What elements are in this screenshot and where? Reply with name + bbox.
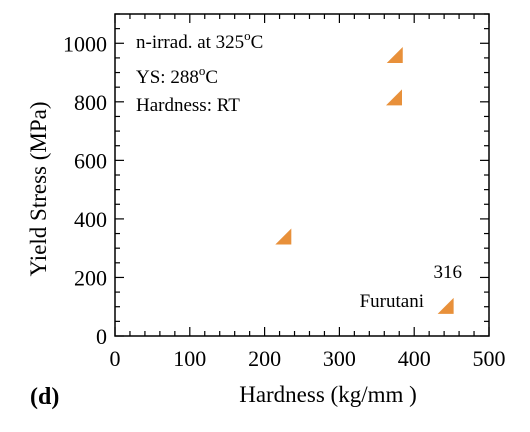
annotation-hardness-temperature: Hardness: RT [136, 95, 240, 116]
data-point [386, 89, 403, 106]
plot-frame [114, 13, 490, 337]
x-tick-label: 300 [323, 346, 356, 371]
panel-label: (d) [30, 384, 59, 410]
annotation-ys-temperature: YS: 288oC [136, 63, 218, 88]
x-tick-label: 400 [398, 346, 431, 371]
y-tick-label: 0 [96, 324, 107, 349]
x-tick-label: 100 [173, 346, 206, 371]
x-axis-title: Hardness (kg/mm ) [239, 382, 417, 407]
x-tick-label: 200 [248, 346, 281, 371]
annotation-irradiation: n-irrad. at 325oC [136, 28, 263, 53]
data-point [386, 46, 403, 63]
y-tick-label: 200 [74, 265, 107, 290]
y-tick-label: 800 [74, 90, 107, 115]
x-tick-label: 0 [110, 346, 121, 371]
y-tick-label: 600 [74, 148, 107, 173]
data-point [275, 228, 292, 245]
y-axis-title: Yield Stress (MPa) [26, 101, 51, 276]
y-tick-label: 1000 [63, 31, 107, 56]
legend-label-316: 316 [434, 262, 463, 283]
x-tick-label: 500 [473, 346, 506, 371]
y-tick-label: 400 [74, 207, 107, 232]
legend-label-furutani: Furutani [360, 291, 424, 312]
data-point [437, 297, 454, 314]
